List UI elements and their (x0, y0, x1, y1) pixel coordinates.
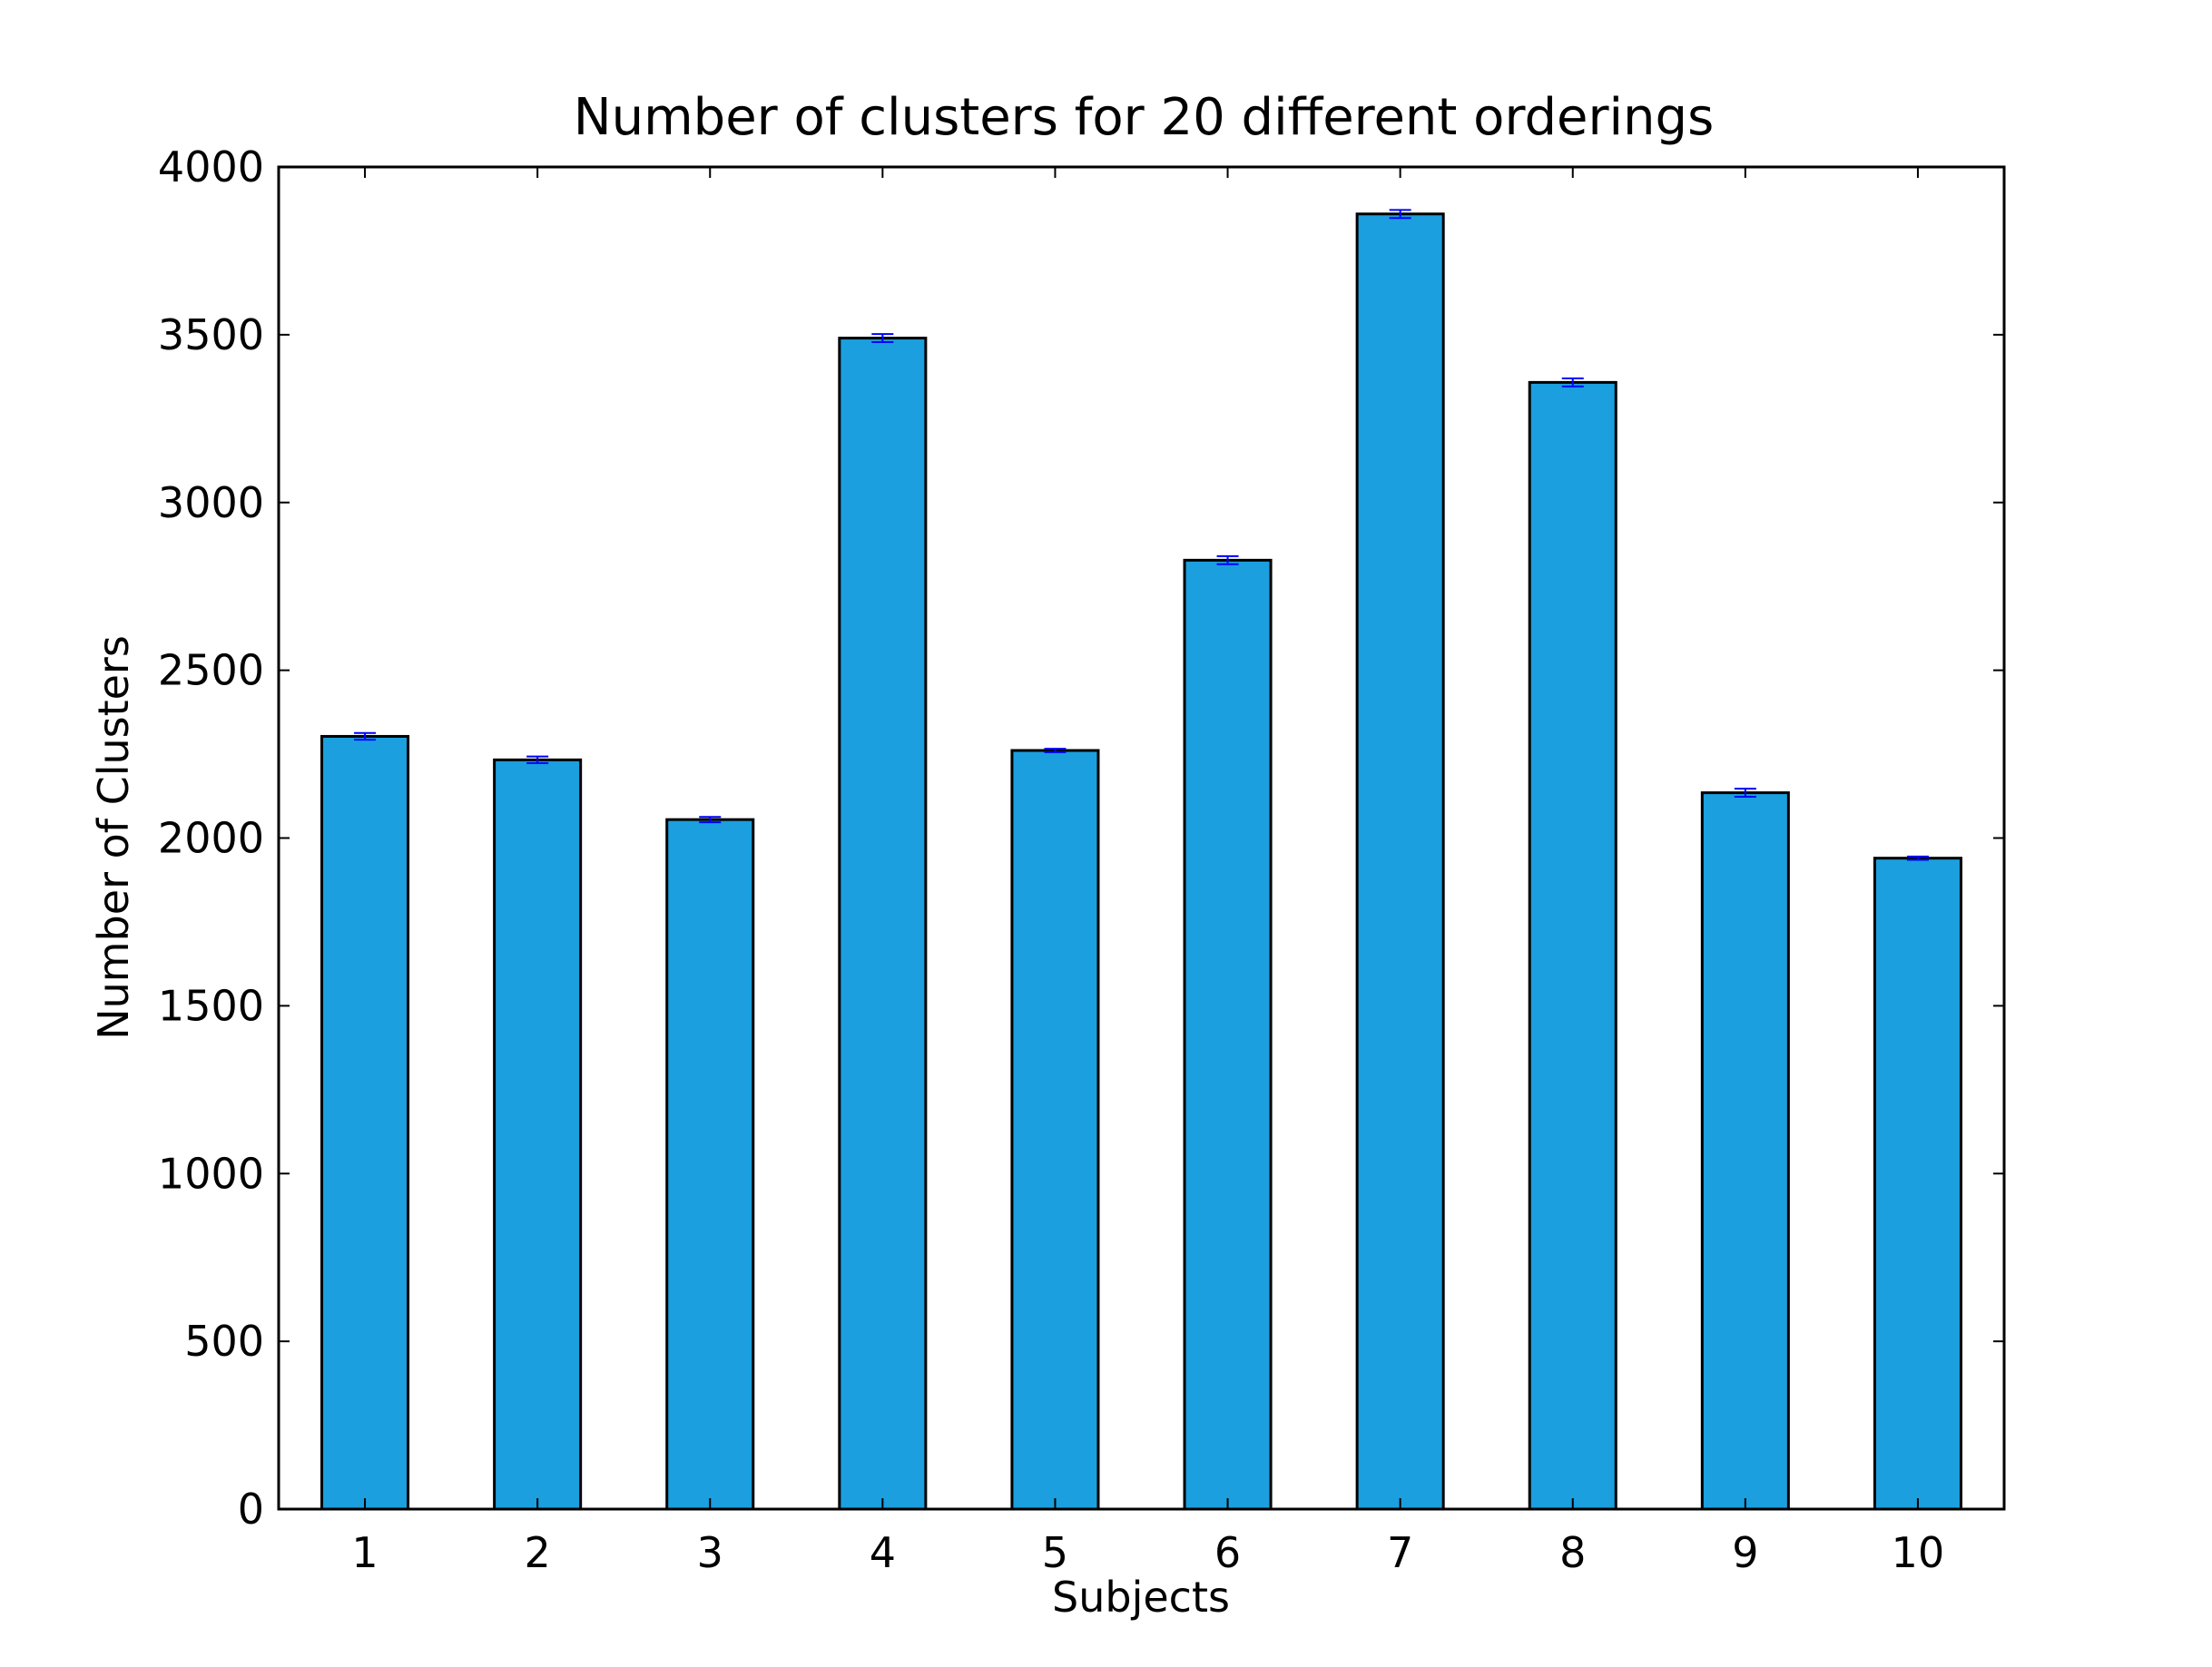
y-tick-label-3000: 3000 (158, 478, 264, 527)
errorbar-3 (699, 816, 722, 824)
bar-9 (1700, 791, 1790, 1511)
bar-5 (1010, 749, 1100, 1511)
bar-6 (1183, 558, 1273, 1511)
x-axis-label: Subjects (1052, 1573, 1230, 1622)
y-axis-label: Number of Clusters (89, 635, 138, 1040)
y-tick-label-1000: 1000 (158, 1149, 264, 1198)
bar-8 (1528, 380, 1617, 1511)
errorbar-10 (1906, 855, 1929, 861)
x-tick-label-5: 5 (1042, 1528, 1068, 1577)
errorbar-2 (526, 755, 549, 765)
x-tick-label-1: 1 (351, 1528, 378, 1577)
chart-title: Number of clusters for 20 different orde… (574, 88, 1715, 147)
y-tick-label-500: 500 (184, 1317, 264, 1366)
errorbar-7 (1389, 209, 1411, 220)
y-tick-label-2500: 2500 (158, 646, 264, 695)
errorbar-4 (871, 333, 894, 344)
y-tick-label-3500: 3500 (158, 310, 264, 359)
errorbar-9 (1734, 788, 1756, 799)
x-tick-label-7: 7 (1387, 1528, 1413, 1577)
x-tick-label-9: 9 (1732, 1528, 1758, 1577)
x-tick-label-6: 6 (1214, 1528, 1241, 1577)
y-tick-label-2000: 2000 (158, 814, 264, 863)
x-tick-label-10: 10 (1892, 1528, 1945, 1577)
bar-3 (665, 818, 755, 1511)
ticks-group: 1 2 3 4 5 6 7 8 9 10 0 500 1000 1500 2000 2500 3000 3500 4… (158, 142, 2004, 1577)
errorbars-group (354, 209, 1929, 861)
plot-frame (277, 165, 2006, 1511)
x-tick-label-4: 4 (870, 1528, 896, 1577)
errorbar-6 (1216, 554, 1239, 565)
y-tick-label-0: 0 (238, 1485, 264, 1534)
x-tick-label-3: 3 (697, 1528, 723, 1577)
errorbar-1 (354, 731, 377, 741)
bar-4 (838, 337, 928, 1511)
y-tick-label-1500: 1500 (158, 981, 264, 1030)
bar-7 (1355, 212, 1445, 1511)
y-tick-label-4000: 4000 (158, 142, 264, 191)
bar-1 (320, 734, 410, 1511)
bars-group (320, 212, 1962, 1511)
errorbar-8 (1561, 377, 1584, 387)
bar-10 (1873, 857, 1962, 1511)
errorbar-5 (1044, 748, 1067, 753)
bar-2 (493, 758, 583, 1511)
x-tick-label-2: 2 (525, 1528, 551, 1577)
x-tick-label-8: 8 (1559, 1528, 1586, 1577)
